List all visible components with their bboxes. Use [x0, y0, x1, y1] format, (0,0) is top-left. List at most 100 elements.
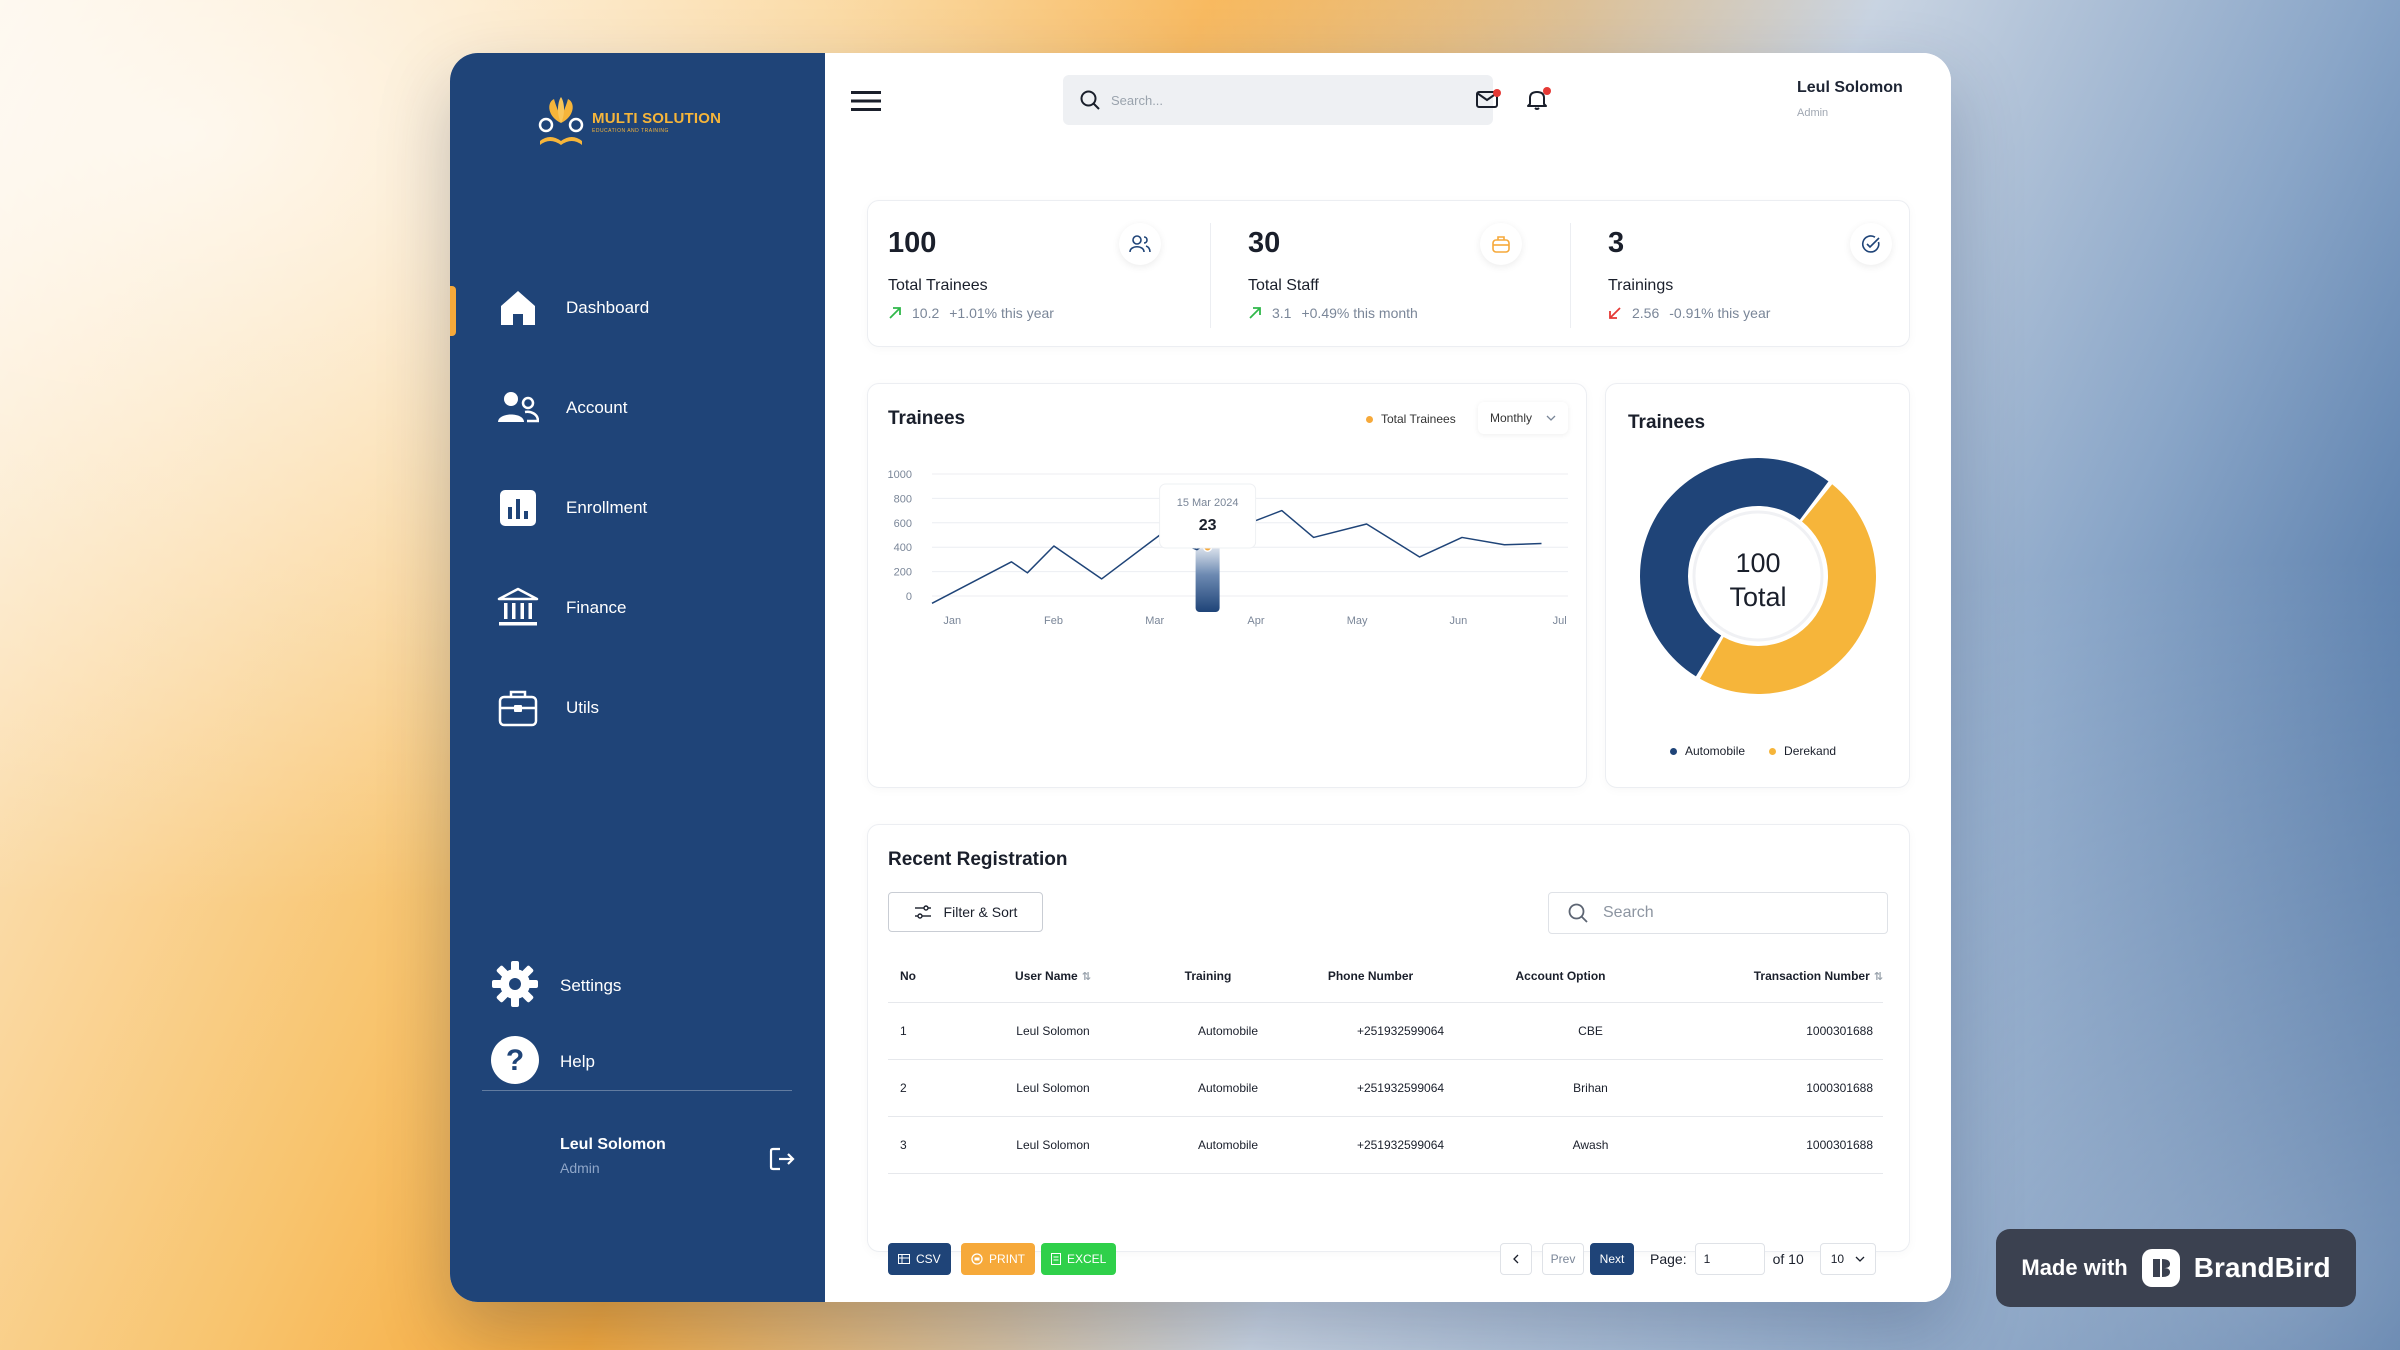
- sidebar-item-help[interactable]: ? Help: [450, 1024, 825, 1100]
- messages-button[interactable]: [1475, 87, 1505, 117]
- cell-transaction-number: 1000301688: [1658, 1002, 1883, 1060]
- stat-trend: 3.1 +0.49% this month: [1248, 305, 1418, 321]
- sidebar-item-utils[interactable]: Utils: [450, 658, 825, 758]
- stat-trainings: 3 Trainings 2.56 -0.91% this year: [1588, 201, 1928, 346]
- briefcase-icon: [1492, 236, 1510, 253]
- donut-slice-automobile[interactable]: [1640, 458, 1829, 677]
- logout-icon: [769, 1147, 795, 1171]
- header-search-input[interactable]: [1111, 92, 1471, 108]
- table-search-input[interactable]: [1603, 904, 1873, 922]
- donut-slice-derekand[interactable]: [1699, 484, 1876, 694]
- cell-no: 3: [888, 1116, 968, 1174]
- sidebar-bottom-nav: Settings ? Help: [450, 948, 825, 1100]
- stat-value: 30: [1248, 227, 1281, 259]
- cell-phone: +251932599064: [1278, 1059, 1463, 1117]
- cell-user-name: Leul Solomon: [968, 1059, 1138, 1117]
- sidebar-item-label: Utils: [566, 698, 600, 717]
- cell-phone: +251932599064: [1278, 1002, 1463, 1060]
- print-button[interactable]: PRINT: [961, 1243, 1035, 1275]
- page-size-value: 10: [1830, 1252, 1845, 1266]
- x-tick-label: Jan: [943, 615, 961, 627]
- legend-label: Total Trainees: [1381, 412, 1456, 426]
- x-tick-label: Jul: [1553, 615, 1567, 627]
- page-label: Page:: [1650, 1251, 1687, 1267]
- table-row[interactable]: 3 Leul Solomon Automobile +251932599064 …: [888, 1116, 1883, 1174]
- column-header-transaction-number[interactable]: Transaction Number ⇅: [1658, 950, 1883, 1003]
- header-user[interactable]: Leul Solomon Admin: [1797, 79, 1903, 119]
- sidebar-user-name: Leul Solomon: [560, 1136, 666, 1153]
- y-tick-label: 0: [906, 591, 912, 603]
- stat-delta: 10.2: [912, 305, 940, 321]
- trend-up-icon: [889, 307, 901, 319]
- sidebar-user-role: Admin: [560, 1160, 600, 1176]
- sidebar-item-label: Enrollment: [566, 498, 648, 517]
- header-user-name: Leul Solomon: [1797, 79, 1903, 96]
- stat-change: -0.91% this year: [1669, 305, 1771, 321]
- highlight-bar: [1195, 537, 1220, 612]
- menu-toggle-button[interactable]: [851, 89, 881, 115]
- pagination-prev-arrow-button[interactable]: [1500, 1243, 1532, 1275]
- column-header-user-name[interactable]: User Name ⇅: [968, 950, 1138, 1003]
- stat-value: 3: [1608, 227, 1625, 259]
- app-window: MULTI SOLUTION EDUCATION AND TRAINING Da…: [450, 53, 1951, 1302]
- registration-table: No User Name ⇅ Training Phone Number Acco…: [888, 950, 1883, 1174]
- sidebar-item-settings[interactable]: Settings: [450, 948, 825, 1024]
- table-row[interactable]: 1 Leul Solomon Automobile +251932599064 …: [888, 1002, 1883, 1060]
- donut-legend: Automobile Derekand: [1670, 744, 1836, 758]
- stat-label: Total Trainees: [888, 277, 988, 294]
- header-user-role: Admin: [1797, 107, 1829, 119]
- trainees-donut-card: Trainees 100 Total Automobile Derekand: [1605, 383, 1910, 788]
- stat-total-staff: 30 Total Staff 3.1 +0.49% this month: [1228, 201, 1568, 346]
- export-csv-label: CSV: [916, 1252, 941, 1266]
- x-tick-label: May: [1347, 615, 1368, 627]
- search-icon: [1080, 90, 1100, 110]
- sidebar-item-enrollment[interactable]: Enrollment: [450, 458, 825, 558]
- stat-delta: 3.1: [1272, 305, 1292, 321]
- print-icon: [971, 1253, 983, 1265]
- cell-phone: +251932599064: [1278, 1116, 1463, 1174]
- cell-account-option: Awash: [1463, 1116, 1658, 1174]
- page-number-input[interactable]: [1694, 1243, 1765, 1275]
- cell-training: Automobile: [1138, 1116, 1278, 1174]
- brand-title: MULTI SOLUTION: [592, 110, 722, 127]
- table-row[interactable]: 2 Leul Solomon Automobile +251932599064 …: [888, 1059, 1883, 1117]
- export-excel-button[interactable]: EXCEL: [1041, 1243, 1117, 1275]
- logout-button[interactable]: [768, 1145, 798, 1175]
- brand-logo[interactable]: MULTI SOLUTION EDUCATION AND TRAINING: [536, 95, 721, 149]
- y-tick-label: 600: [894, 518, 912, 530]
- page-size-select[interactable]: 10: [1819, 1243, 1876, 1275]
- tooltip-date: 15 Mar 2024: [1177, 497, 1239, 509]
- trainees-badge: [1119, 223, 1161, 265]
- sidebar-item-dashboard[interactable]: Dashboard: [450, 258, 825, 358]
- column-header-account-option: Account Option: [1463, 950, 1658, 1003]
- sort-icon: ⇅: [1081, 970, 1091, 983]
- filter-sort-label: Filter & Sort: [943, 904, 1018, 920]
- filter-sort-button[interactable]: Filter & Sort: [888, 892, 1043, 932]
- sidebar-item-finance[interactable]: Finance: [450, 558, 825, 658]
- pagination-prev-button[interactable]: Prev: [1542, 1243, 1584, 1275]
- period-select-value: Monthly: [1490, 411, 1533, 425]
- sidebar-item-account[interactable]: Account: [450, 358, 825, 458]
- column-header-no: No: [888, 950, 968, 1003]
- pagination-next-button[interactable]: Next: [1590, 1243, 1634, 1275]
- y-tick-label: 400: [894, 542, 912, 554]
- check-circle-icon: [1861, 235, 1880, 253]
- notifications-button[interactable]: [1525, 87, 1555, 117]
- legend-item-automobile: Automobile: [1670, 744, 1745, 758]
- column-header-training: Training: [1138, 950, 1278, 1003]
- export-csv-button[interactable]: CSV: [888, 1243, 951, 1275]
- sidebar-item-label: Dashboard: [566, 298, 650, 317]
- pagination: Prev Next Page: of 10 10: [1500, 1243, 1876, 1275]
- period-select[interactable]: Monthly: [1478, 402, 1568, 434]
- line-chart-title: Trainees: [888, 408, 966, 429]
- mail-badge-dot: [1493, 89, 1501, 97]
- logo-icon: [538, 97, 584, 145]
- column-header-label: Transaction Number: [1753, 968, 1870, 983]
- cell-account-option: CBE: [1463, 1002, 1658, 1060]
- stat-trend: 10.2 +1.01% this year: [888, 305, 1054, 321]
- cell-training: Automobile: [1138, 1002, 1278, 1060]
- y-tick-label: 1000: [888, 469, 912, 481]
- chevron-down-icon: [1546, 415, 1556, 421]
- stat-change: +0.49% this month: [1301, 305, 1418, 321]
- legend-dot: [1366, 415, 1373, 423]
